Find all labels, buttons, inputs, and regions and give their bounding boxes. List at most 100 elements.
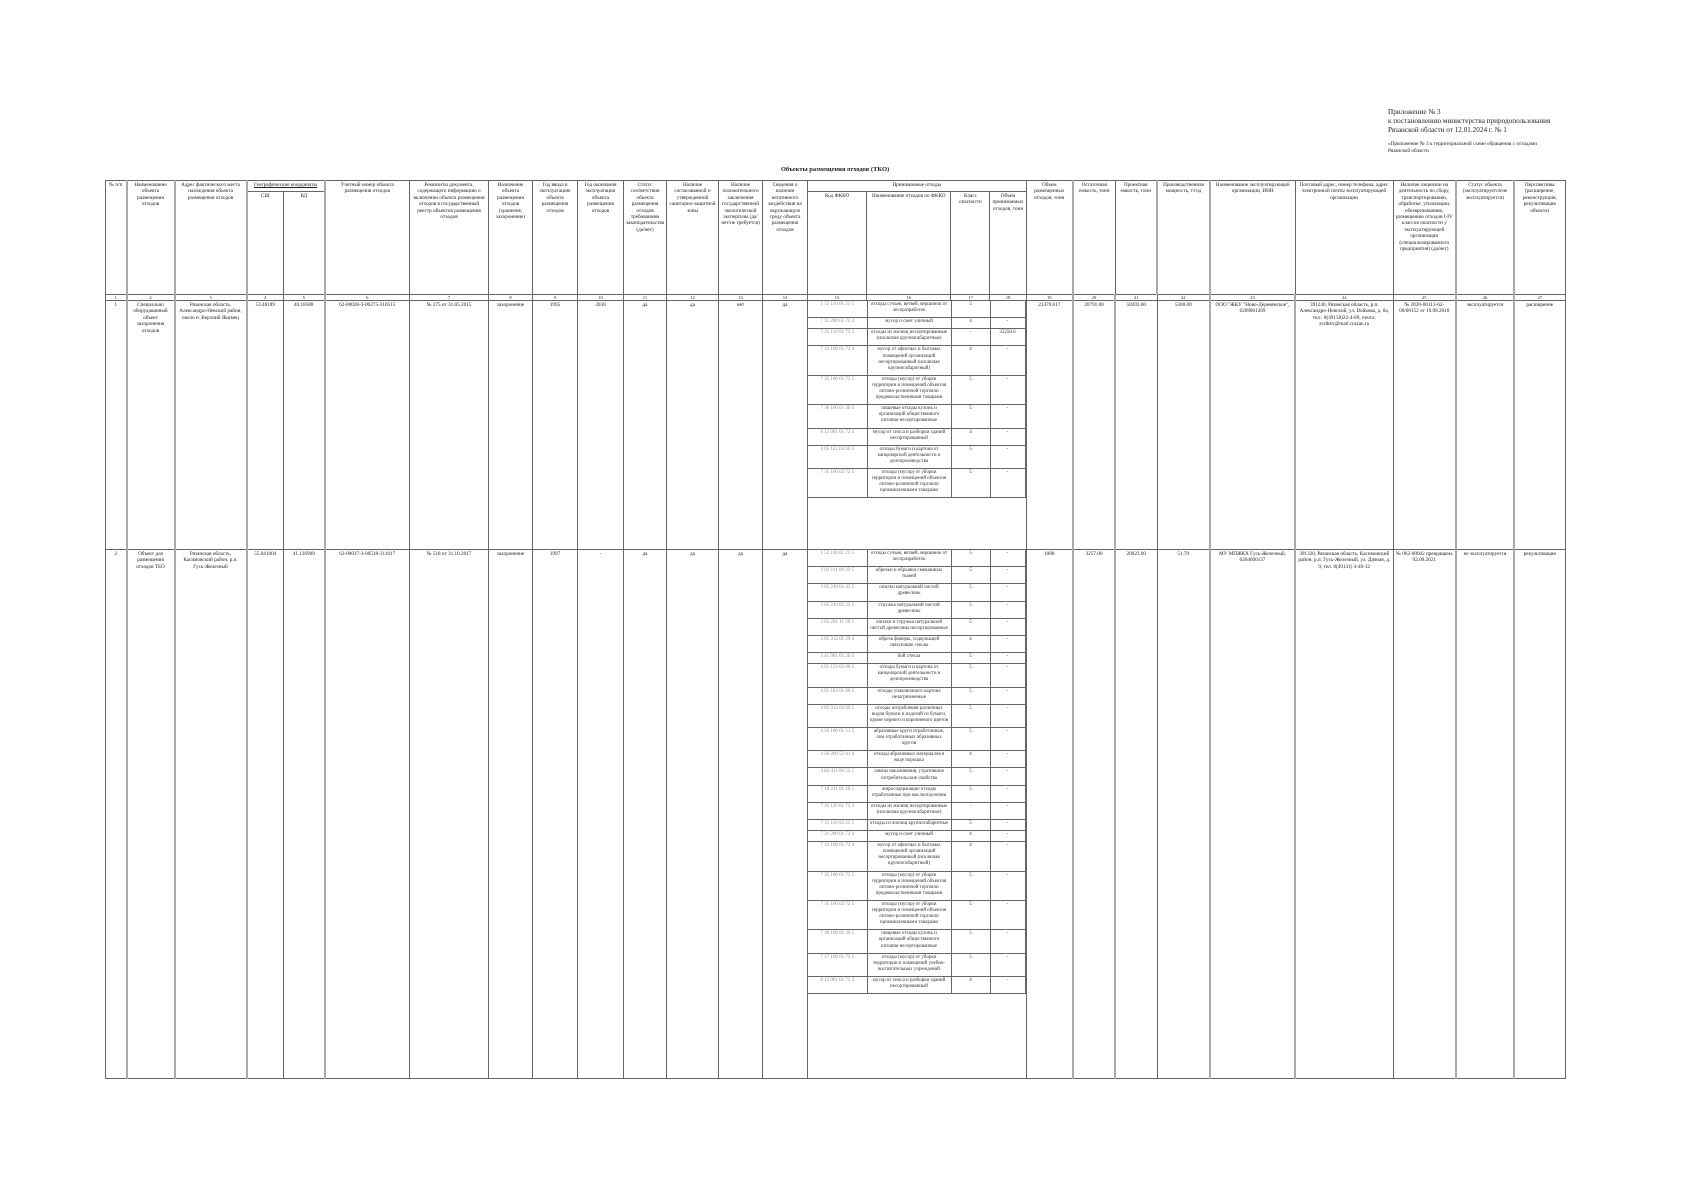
cell-lat: 55.041004 [245,549,284,1079]
accepted-volume: - [990,445,1026,469]
table-row: 2 Объект для размещения отходов ТБО Рязанс… [105,549,1566,1079]
fkko-code: 1 52 110 01 21 5 [808,301,868,319]
cell-address: Рязанская область, Александро-Невский ра… [173,300,247,550]
fkko-code: 4 56 100 01 51 5 [808,727,868,752]
header-residual: Остаточная емкость, тонн [1072,180,1116,295]
cell-impact: да [762,549,809,1079]
fkko-code: 7 37 100 01 72 5 [808,953,868,977]
cell-num: 1 [105,300,127,550]
appendix-line3: Рязанской области от 12.01.2024 г. № 1 [1388,126,1507,134]
cell-address: Рязанская область, Касимовский район, р.… [173,549,247,1079]
fkko-code: 7 31 200 01 72 4 [808,830,868,843]
cell-purpose: захоронение [488,300,533,550]
header-name: Наименование объекта размещения отходов [125,180,175,295]
header-address: Адрес фактического места нахождения объе… [173,180,247,295]
header-accepted-waste: Принимаемые отходы [807,180,1027,192]
hazard-class: 4 [951,345,991,376]
header-doc: Реквизиты документа, содержащего информа… [409,180,489,295]
waste-item: 4 05 183 01 60 5 отходы упаковочного карт… [808,687,1026,705]
fkko-name: отходы абразивных материалов в виде поро… [867,750,952,769]
cell-year-end: 2030 [577,300,624,550]
cell-compliance: да [622,549,668,1079]
cell-reg-number: 62-00028-З-00275-310515 [323,300,410,550]
fkko-name: отходы сучьев, ветвей, вершинок от лесор… [867,301,952,319]
waste-item: 7 31 200 01 72 4 мусор и смет уличный 4- [808,830,1026,843]
fkko-code: 4 82 411 00 52 5 [808,767,868,786]
hazard-class: 5 [951,767,991,786]
fkko-name: абразивные круги отработанные, лом отраб… [867,727,952,752]
accepted-volume: - [990,404,1026,429]
waste-item: 3 03 111 09 23 5 обрезки и обрывки смешан… [808,566,1026,585]
fkko-name: мусор и смет уличный [867,317,952,330]
cell-operator: МУ МПЖКХ Гусь-Железный, 6204000137 [1209,549,1296,1079]
cell-doc: № 275 от 31.05.2015 [409,300,489,550]
fkko-code: 7 35 100 01 72 5 [808,871,868,901]
accepted-volume [990,301,1026,319]
hazard-class: 4 [951,750,991,769]
fkko-code: 7 35 100 02 72 5 [808,468,868,499]
fkko-code: 7 31 110 01 72 4 [808,328,868,347]
fkko-name: отходы из жилищ крупногабаритные [867,819,952,832]
accepted-volume: - [990,652,1026,665]
fkko-name: жиросодержащие отходы отработанные при м… [867,785,952,803]
waste-facilities-table: № п/п Наименование объекта размещения от… [105,180,1566,1079]
accepted-volume: - [990,750,1026,769]
fkko-name: опилки и стружка натуральной чистой древ… [867,618,952,636]
fkko-name: отходы потребления различных видов бумаг… [867,704,952,728]
accepted-volume: - [990,871,1026,901]
fkko-code: 7 33 100 01 72 4 [808,841,868,872]
header-accepted-volume: Объем принимаемых отходов, тонн [989,191,1027,295]
cell-license: № 062-00042 прекращена 02.09.2021 [1392,549,1457,1079]
hazard-class: 5 [951,468,991,499]
waste-item: 4 05 122 02 60 5 отходы бумаги и картона … [808,663,1026,688]
fkko-code: 7 36 100 01 30 5 [808,929,868,954]
cell-residual: 20791.00 [1072,300,1116,550]
waste-item: 7 35 100 02 72 5 отходы (мусор) от уборки… [808,900,1026,931]
waste-item: 4 82 411 00 52 5 лампы накаливания, утрат… [808,767,1026,786]
fkko-name: отходы (мусор) от уборки территории и по… [867,375,952,406]
waste-item: 7 31 110 01 72 4 отходы из жилищ несортир… [808,802,1026,821]
cell-capacity: 5300.00 [1156,300,1211,550]
fkko-name: отходы из жилищ несортированные (исключа… [867,328,952,347]
waste-item: 7 35 100 01 72 5 отходы (мусор) от уборки… [808,375,1026,406]
hazard-class: 4 [951,635,991,654]
cell-expertise: нет [718,300,764,550]
fkko-name: лампы накаливания, утратившие потребител… [867,767,952,786]
hazard-class: 5 [951,566,991,585]
header-design: Проектная емкость, тонн [1114,180,1158,295]
fkko-code: 3 41 901 01 20 5 [808,652,868,665]
waste-item: 3 05 230 01 43 5 опилки натуральной чисто… [808,583,1026,602]
waste-item: 3 41 901 01 20 5 бой стекла 5- [808,652,1026,665]
fkko-name: обрезь фанеры, содержащей связующие смол… [867,635,952,654]
fkko-name: пищевые отходы кухонь и организаций обще… [867,404,952,429]
fkko-code: 8 12 901 01 72 4 [808,428,868,446]
cell-lon: 40.18588 [283,300,325,550]
accepted-volume: - [990,468,1026,499]
accepted-volume: - [990,819,1026,832]
hazard-class: 5 [951,404,991,429]
cell-contacts: 391240, Рязанская область, р.п. Александ… [1294,300,1394,550]
cell-prospects: рекультивация [1513,549,1566,1079]
cell-doc: № 518 от 31.10.2017 [409,549,489,1079]
hazard-class: 5 [951,375,991,406]
fkko-code: 4 05 122 02 60 5 [808,663,868,688]
cell-status: не эксплуатируется [1455,549,1515,1079]
hazard-class: 4 [951,428,991,446]
cell-expertise: да [718,549,764,1079]
accepted-volume: - [990,550,1026,568]
cell-name: Объект для размещения отходов ТБО [125,549,175,1079]
cell-placed: 1088 [1025,549,1074,1079]
fkko-name: отходы (мусор) от уборки территории и по… [867,468,952,499]
waste-item: 7 31 200 01 72 4 мусор и смет уличный 4- [808,317,1026,330]
fkko-name: мусор от офисных и бытовых помещений орг… [867,345,952,376]
hazard-class: 5 [951,301,991,319]
waste-item: 4 56 200 52 41 4 отходы абразивных матери… [808,750,1026,769]
fkko-code: 7 33 100 01 72 4 [808,345,868,376]
accepted-volume: - [990,566,1026,585]
cell-design: 50203.00 [1114,300,1158,550]
hazard-class: 4 [951,317,991,330]
hazard-class: 5 [951,953,991,977]
accepted-volume: - [990,583,1026,602]
fkko-code: 7 36 100 01 30 5 [808,404,868,429]
header-szz: Наличие согласованной и утвержденной сан… [666,180,720,295]
